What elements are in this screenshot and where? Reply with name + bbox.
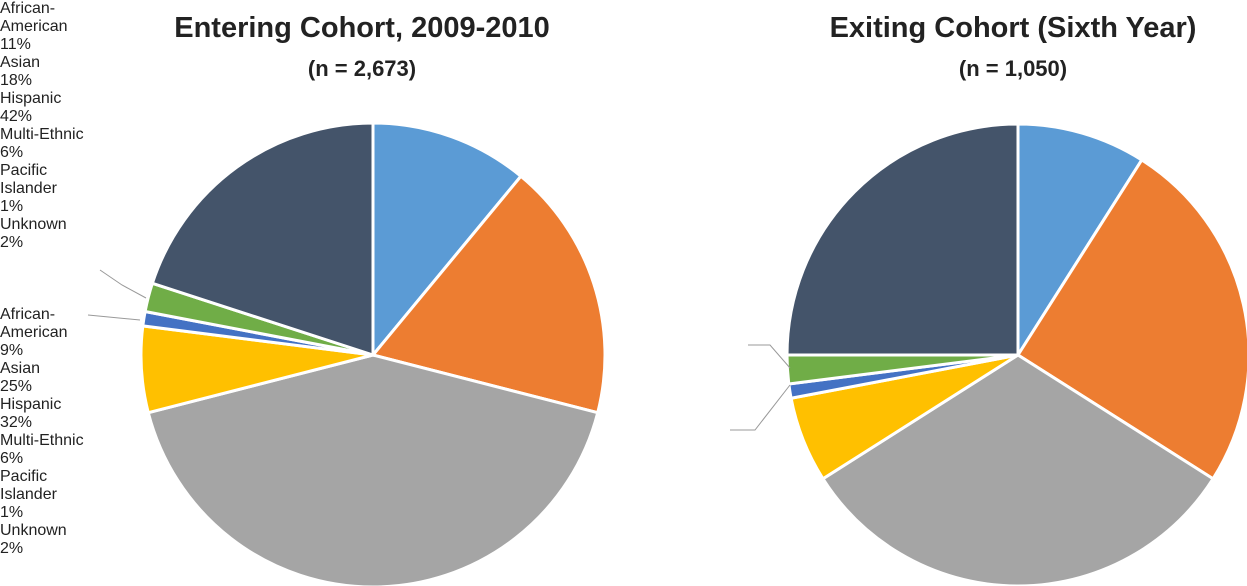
pie-slice <box>370 174 607 415</box>
pie-slice <box>1016 122 1144 361</box>
chart-title: Exiting Cohort (Sixth Year) <box>829 12 1197 44</box>
category-label: Multi-Ethnic <box>0 126 84 143</box>
value-label: 1% <box>0 198 24 215</box>
slice-label: Unknown 2% <box>0 216 110 252</box>
pie-slice <box>146 353 600 586</box>
slice-label: Asian 25% <box>0 360 110 396</box>
slice-label: Asian 18% <box>0 54 110 90</box>
category-label: Unknown <box>0 216 67 233</box>
slice-label: Pacific Islander 1% <box>0 468 100 522</box>
slice-label: Multi-Ethnic 6% <box>0 432 150 468</box>
pie-slice <box>371 121 523 360</box>
slice-label: Pacific Islander 1% <box>0 162 100 216</box>
category-label: African-American <box>0 306 68 341</box>
category-label: Multi-Ethnic <box>0 432 84 449</box>
value-label: 6% <box>0 144 24 161</box>
slice-label: Hispanic 42% <box>0 90 110 126</box>
value-label: 6% <box>0 450 24 467</box>
value-label: 2% <box>0 234 24 251</box>
leader-line <box>730 384 791 431</box>
category-label: Unknown <box>0 522 67 539</box>
slice-label: White, Non-Hispanic 20% <box>0 252 95 306</box>
chart-title: Entering Cohort, 2009-2010 <box>174 12 550 44</box>
chart-subtitle: (n = 1,050) <box>958 56 1068 81</box>
category-label: White, Non-Hispanic <box>0 558 85 586</box>
value-label: 9% <box>0 342 24 359</box>
value-label: 2% <box>0 540 24 557</box>
value-label: 11% <box>0 36 31 53</box>
chart-subtitle: (n = 2,673) <box>307 56 417 81</box>
category-label: Pacific Islander <box>0 162 57 197</box>
leader-line <box>87 314 141 321</box>
category-label: Hispanic <box>0 90 62 107</box>
value-label: 1% <box>0 504 24 521</box>
category-label: Pacific Islander <box>0 468 57 503</box>
slice-label: African-American 9% <box>0 306 110 360</box>
slice-label: African-American 11% <box>0 0 110 54</box>
pie-slice <box>150 121 375 358</box>
category-label: Asian <box>0 360 41 377</box>
slice-label: Hispanic 32% <box>0 396 110 432</box>
pie-slice <box>1015 157 1247 481</box>
value-label: 25% <box>0 378 33 395</box>
value-label: 18% <box>0 72 33 89</box>
pie-slice <box>785 122 1020 357</box>
value-label: 42% <box>0 108 33 125</box>
slice-label: Unknown 2% <box>0 522 110 558</box>
category-label: African-American <box>0 0 68 35</box>
slice-label: White, Non-Hispanic25% <box>0 558 95 586</box>
category-label: White, Non-Hispanic <box>0 252 85 287</box>
leader-line <box>99 269 147 299</box>
value-label: 32% <box>0 414 33 431</box>
value-label: 20% <box>0 288 33 305</box>
category-label: Hispanic <box>0 396 62 413</box>
leader-line <box>748 344 791 369</box>
slice-label: Multi-Ethnic 6% <box>0 126 150 162</box>
category-label: Asian <box>0 54 41 71</box>
